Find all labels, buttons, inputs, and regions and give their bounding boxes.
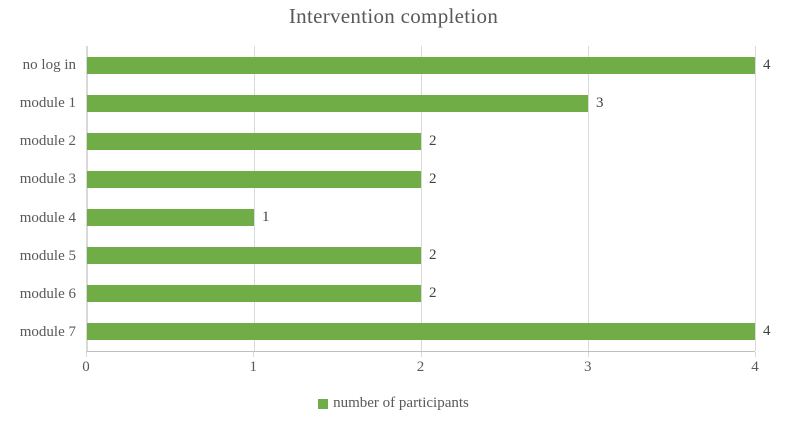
- bar-row: 2: [87, 237, 755, 275]
- bar-row: 1: [87, 199, 755, 237]
- gridline: [254, 46, 255, 351]
- bar-value-label: 2: [429, 132, 437, 149]
- bar: [87, 247, 421, 265]
- bar-value-label: 4: [763, 323, 771, 340]
- gridline: [87, 46, 88, 351]
- x-tick-label: 2: [416, 359, 425, 375]
- legend-label: number of participants: [333, 395, 469, 411]
- x-tick-mark: [587, 352, 589, 357]
- category-label: module 1: [19, 94, 76, 111]
- bar-row: 2: [87, 160, 755, 198]
- bar: [87, 209, 254, 227]
- bar: [87, 285, 421, 303]
- bar: [87, 170, 421, 188]
- bar-row: 4: [87, 313, 771, 351]
- bar-row: 4: [87, 46, 771, 84]
- bar-row: 2: [87, 122, 755, 160]
- category-axis: no log in module 1 module 2 module 3 module …: [0, 46, 76, 352]
- bar-value-label: 2: [429, 170, 437, 187]
- x-tick-label: 0: [82, 359, 90, 375]
- gridline: [588, 46, 589, 351]
- category-label: module 6: [19, 286, 76, 303]
- x-tick-label: 1: [249, 359, 258, 375]
- category-label: no log in: [22, 56, 76, 73]
- bar-value-label: 4: [763, 56, 771, 73]
- axis-tick-marks: [86, 352, 756, 357]
- gridline: [755, 46, 756, 351]
- category-label: module 7: [19, 324, 76, 341]
- bar: [87, 323, 755, 341]
- bar: [87, 94, 588, 112]
- legend-swatch-icon: [318, 398, 329, 409]
- x-tick-mark: [253, 352, 255, 357]
- bar: [87, 132, 421, 150]
- category-label: module 5: [19, 247, 76, 264]
- bar-row: 2: [87, 275, 755, 313]
- plot-area: 4 3 2 2 1 2 2 4: [86, 46, 771, 352]
- gridline: [421, 46, 422, 351]
- legend: number of participants: [0, 395, 787, 412]
- chart-title: Intervention completion: [288, 4, 499, 28]
- category-label: module 4: [19, 209, 76, 226]
- bar-row: 3: [87, 84, 755, 122]
- bar-value-label: 1: [262, 209, 270, 226]
- category-label: module 2: [19, 133, 76, 150]
- category-label: module 3: [19, 171, 76, 188]
- bar-value-label: 3: [596, 94, 604, 111]
- x-tick-mark: [755, 352, 756, 357]
- x-tick-mark: [86, 352, 87, 357]
- value-axis: 0 1 2 3 4: [82, 359, 759, 378]
- bar: [87, 56, 755, 74]
- bar-value-label: 2: [429, 247, 437, 264]
- x-tick-label: 3: [584, 359, 592, 375]
- x-tick-label: 4: [751, 359, 759, 375]
- bar-value-label: 2: [429, 285, 437, 302]
- x-tick-mark: [420, 352, 422, 357]
